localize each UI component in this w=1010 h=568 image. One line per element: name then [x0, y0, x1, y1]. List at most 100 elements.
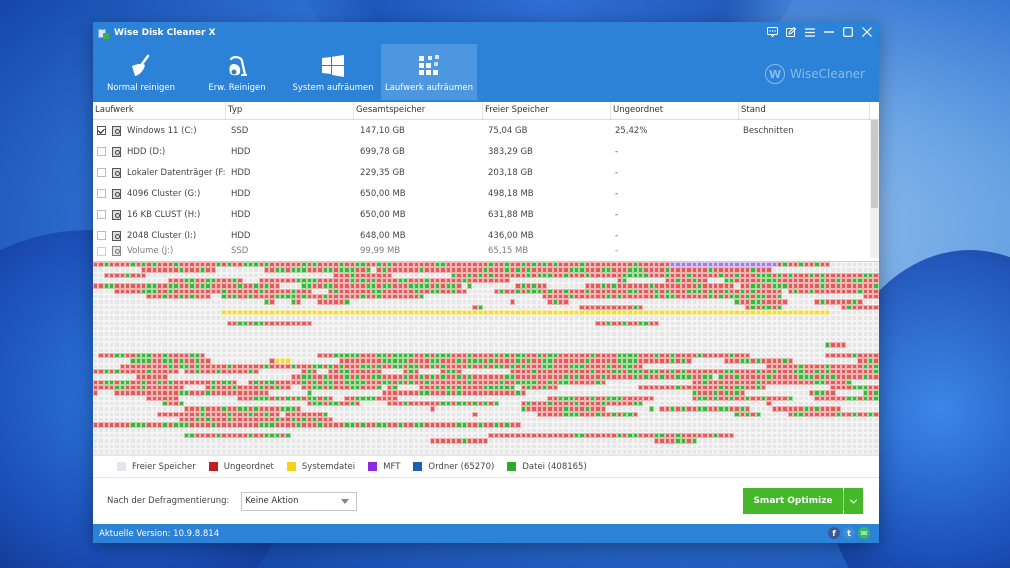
dropdown-arrow-icon	[341, 498, 350, 504]
legend-item: Ungeordnet	[208, 461, 274, 472]
feedback-icon[interactable]	[766, 26, 778, 38]
scrollbar-thumb[interactable]	[871, 120, 878, 208]
table-row[interactable]: Windows 11 (C:) SSD 147,10 GB 75,04 GB 25,42…	[93, 120, 879, 141]
hard-drive-icon	[112, 246, 121, 256]
email-icon[interactable]: ✉	[858, 527, 870, 539]
column-header-type[interactable]: Typ	[226, 102, 354, 119]
after-defrag-select[interactable]: Keine Aktion	[241, 491, 358, 511]
drive-free: 498,18 MB	[488, 188, 534, 199]
title-bar[interactable]: Wise Disk Cleaner X	[93, 22, 879, 44]
column-header-total[interactable]: Gesamtspeicher	[354, 102, 483, 119]
drive-checkbox[interactable]	[97, 231, 106, 240]
tab-label: Laufwerk aufräumen	[384, 83, 474, 93]
wisecleaner-brand[interactable]: W WiseCleaner	[765, 64, 865, 84]
facebook-icon[interactable]: f	[828, 527, 840, 539]
app-title: Wise Disk Cleaner X	[114, 28, 216, 38]
action-bar: Nach der Defragmentierung: Keine Aktion …	[93, 478, 879, 524]
column-header-fragmented[interactable]: Ungeordnet	[611, 102, 739, 119]
close-icon[interactable]	[861, 26, 873, 38]
legend-item: Freier Speicher	[117, 462, 196, 472]
tab-system-cleanup[interactable]: System aufräumen	[285, 44, 381, 100]
drive-fragmented: -	[615, 209, 619, 220]
hard-drive-icon	[112, 125, 121, 136]
drive-total: 650,00 MB	[360, 209, 406, 220]
drive-type: HDD	[231, 146, 251, 157]
column-header-status[interactable]: Stand	[739, 102, 870, 119]
drive-free: 631,88 MB	[488, 209, 534, 220]
drive-total: 147,10 GB	[360, 125, 405, 136]
table-row[interactable]: HDD (D:) HDD 699,78 GB 383,29 GB -	[93, 141, 879, 162]
hard-drive-icon	[112, 167, 121, 178]
hard-drive-icon	[112, 146, 121, 157]
table-row[interactable]: 2048 Cluster (I:) HDD 648,00 MB 436,00 MB -	[93, 225, 879, 246]
drive-checkbox[interactable]	[97, 147, 106, 156]
drive-checkbox[interactable]	[97, 246, 106, 256]
drive-name: 16 KB CLUST (H:)	[127, 209, 201, 220]
defrag-blocks-icon	[418, 53, 440, 79]
drive-fragmented: -	[615, 188, 619, 199]
legend-label: MFT	[383, 461, 401, 472]
tab-advanced-clean[interactable]: Erw. Reinigen	[189, 44, 285, 100]
social-links: f t ✉	[828, 527, 870, 539]
drive-name: 4096 Cluster (G:)	[127, 188, 201, 199]
drive-status: Beschnitten	[743, 125, 794, 136]
disk-cluster-map	[93, 261, 879, 456]
drive-type: SSD	[231, 125, 249, 136]
legend-label: Ungeordnet	[223, 461, 274, 472]
drive-total: 699,78 GB	[360, 146, 405, 157]
column-header-drive[interactable]: Laufwerk	[93, 102, 226, 119]
legend-swatch	[208, 462, 218, 471]
menu-icon[interactable]	[804, 26, 816, 38]
table-row[interactable]: 4096 Cluster (G:) HDD 650,00 MB 498,18 MB -	[93, 183, 879, 204]
table-scrollbar[interactable]	[870, 120, 879, 258]
legend-swatch	[368, 462, 378, 471]
drive-fragmented: 25,42%	[615, 125, 648, 136]
tab-label: System aufräumen	[292, 83, 374, 93]
version-text: Aktuelle Version: 10.9.8.814	[99, 528, 220, 539]
app-logo-icon	[98, 28, 109, 39]
drive-name: Windows 11 (C:)	[127, 125, 197, 136]
drive-name: 2048 Cluster (I:)	[127, 230, 197, 241]
legend-label: Datei (408165)	[522, 461, 587, 472]
tab-drive-defrag[interactable]: Laufwerk aufräumen	[381, 44, 477, 100]
legend-label: Systemdatei	[301, 461, 356, 472]
legend-swatch	[507, 462, 517, 471]
button-divider	[843, 491, 844, 511]
legend-swatch	[413, 462, 423, 471]
drive-type: HDD	[231, 209, 251, 220]
drive-name: HDD (D:)	[127, 146, 166, 157]
legend-item: MFT	[368, 462, 400, 472]
hard-drive-icon	[112, 230, 121, 241]
windows-icon	[322, 53, 344, 79]
legend-swatch	[286, 462, 296, 471]
drive-fragmented: -	[615, 146, 619, 157]
smart-optimize-button[interactable]: Smart Optimize	[743, 488, 843, 514]
drive-type: HDD	[231, 230, 251, 241]
tab-label: Erw. Reinigen	[208, 83, 266, 93]
drive-checkbox[interactable]	[97, 210, 106, 219]
tab-normal-clean[interactable]: Normal reinigen	[93, 44, 189, 100]
table-row[interactable]: Lokaler Datenträger (F:) HDD 229,35 GB 203,…	[93, 162, 879, 183]
legend-item: Datei (408165)	[507, 461, 587, 472]
drive-checkbox[interactable]	[97, 126, 106, 135]
edit-icon[interactable]	[785, 26, 797, 38]
table-header: Laufwerk Typ Gesamtspeicher Freier Speic…	[93, 102, 879, 120]
legend-label: Ordner (65270)	[428, 461, 495, 472]
twitter-icon[interactable]: t	[843, 527, 855, 539]
drive-table: Laufwerk Typ Gesamtspeicher Freier Speic…	[93, 100, 879, 258]
drive-free: 75,04 GB	[488, 125, 528, 136]
table-row[interactable]: Volume (J:) SSD 99,99 MB 65,15 MB -	[93, 246, 879, 256]
legend-item: Ordner (65270)	[413, 462, 494, 472]
drive-name: Volume (J:)	[127, 246, 174, 256]
drive-checkbox[interactable]	[97, 168, 106, 177]
minimize-icon[interactable]	[823, 26, 835, 38]
optimize-options-button[interactable]	[844, 488, 863, 514]
drive-checkbox[interactable]	[97, 189, 106, 198]
legend-swatch	[117, 462, 126, 471]
column-header-free[interactable]: Freier Speicher	[483, 102, 611, 119]
app-window: Wise Disk Cleaner X	[93, 22, 879, 543]
table-row[interactable]: 16 KB CLUST (H:) HDD 650,00 MB 631,88 MB -	[93, 204, 879, 225]
maximize-icon[interactable]	[842, 26, 854, 38]
status-bar: Aktuelle Version: 10.9.8.814 f t ✉	[93, 524, 879, 543]
drive-free: 203,18 GB	[488, 167, 533, 178]
